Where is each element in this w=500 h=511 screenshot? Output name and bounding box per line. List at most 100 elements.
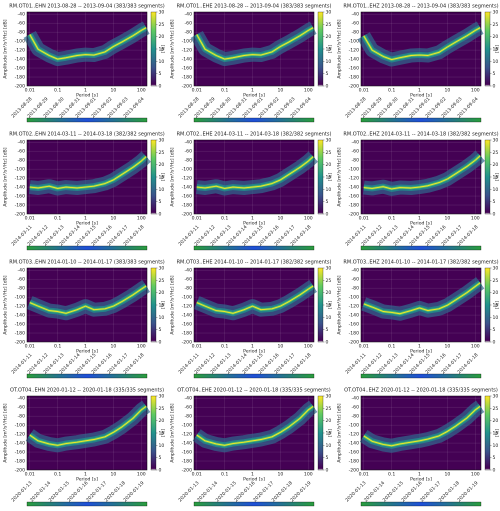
colorbar-tick-label: 20 [493, 418, 499, 424]
colorbar-tick-label: 30 [326, 266, 332, 272]
colorbar-tick-label: 10 [493, 187, 499, 193]
y-tick-label: -200 [349, 212, 360, 218]
y-tick-label: -80 [184, 30, 192, 36]
colorbar-tick-label: 0 [493, 212, 496, 218]
y-axis-label: Amplitude [m²/s⁴/Hz] [dB] [3, 147, 9, 206]
colorbar [484, 139, 491, 215]
y-tick-label: -160 [349, 194, 360, 200]
plot-frame [360, 11, 482, 87]
x-tick-label: 1 [84, 472, 87, 478]
x-tick-label: 100 [137, 344, 146, 350]
y-tick-label: -180 [349, 203, 360, 209]
coverage-bar [26, 501, 148, 507]
density-mode [363, 282, 481, 315]
y-tick-label: -80 [184, 158, 192, 164]
colorbar-tick-label: 0 [493, 84, 496, 90]
y-tick-label: -180 [15, 203, 26, 209]
colorbar-tick-label: 5 [159, 199, 162, 205]
colorbar-tick-label: 30 [326, 138, 332, 144]
x-tick-label: 0.1 [221, 216, 228, 222]
y-tick-label: -40 [184, 396, 192, 402]
x-tick-label: 1 [84, 216, 87, 222]
y-tick-label: -140 [349, 313, 360, 319]
colorbar-tick-label: 15 [493, 47, 499, 53]
y-tick-label: -180 [182, 203, 193, 209]
panel-title: RM.OT02..EHZ 2014-03-11 -- 2014-03-18 (3… [343, 132, 498, 138]
x-tick-label: 0.01 [25, 88, 35, 94]
density-mode [196, 285, 314, 314]
x-tick-label: 0.01 [192, 344, 202, 350]
y-tick-label: -180 [15, 331, 26, 337]
colorbar-tick-label: 25 [159, 406, 165, 412]
colorbar [317, 11, 324, 87]
x-tick-label: 100 [304, 344, 313, 350]
y-tick-label: -100 [349, 39, 360, 45]
y-tick-label: -140 [15, 441, 26, 447]
y-tick-label: -180 [349, 459, 360, 465]
x-axis-label: Period [s] [76, 221, 98, 227]
y-tick-label: -160 [349, 450, 360, 456]
x-tick-label: 0.01 [25, 216, 35, 222]
panel-title: RM.OT01..EHN 2013-08-28 -- 2013-09-04 (3… [9, 4, 164, 10]
y-tick-label: -200 [15, 84, 26, 90]
x-tick-label: 100 [304, 472, 313, 478]
colorbar-tick-label: 5 [493, 71, 496, 77]
y-tick-label: -160 [15, 450, 26, 456]
y-tick-label: -160 [15, 66, 26, 72]
colorbar-tick-label: 30 [159, 394, 165, 400]
colorbar-tick-label: 10 [159, 187, 165, 193]
plot-frame [193, 139, 315, 215]
panel-title: RM.OT01..EHZ 2013-08-28 -- 2013-09-04 (3… [343, 4, 498, 10]
x-axis-label: Period [s] [243, 221, 265, 227]
plot-frame [26, 11, 148, 87]
colorbar-tick-label: 25 [159, 278, 165, 284]
y-axis-label: Amplitude [m²/s⁴/Hz] [dB] [337, 275, 343, 334]
y-tick-label: -160 [182, 194, 193, 200]
x-tick-label: 10 [110, 88, 116, 94]
y-tick-label: -200 [182, 84, 193, 90]
colorbar-tick-label: 25 [159, 150, 165, 156]
plot-background [361, 396, 481, 470]
y-tick-label: -120 [182, 304, 193, 310]
x-tick-label: 0.01 [359, 88, 369, 94]
colorbar-tick-label: 30 [326, 394, 332, 400]
x-axis-label: Period [s] [243, 93, 265, 99]
plot-frame [360, 139, 482, 215]
density-mode [196, 156, 314, 189]
plot-frame [26, 139, 148, 215]
plot-background [27, 396, 147, 470]
x-tick-label: 0.01 [359, 216, 369, 222]
y-axis-label: Amplitude [m²/s⁴/Hz] [dB] [3, 403, 9, 462]
x-tick-label: 1 [84, 344, 87, 350]
colorbar-tick-label: 0 [159, 340, 162, 346]
y-axis-label: Amplitude [m²/s⁴/Hz] [dB] [170, 275, 176, 334]
colorbar-tick-label: 25 [326, 150, 332, 156]
colorbar-tick-label: 10 [493, 315, 499, 321]
colorbar-label: [%] [161, 45, 167, 53]
x-tick-label: 0.1 [54, 216, 61, 222]
colorbar-tick-label: 30 [326, 10, 332, 16]
x-axis-label: Period [s] [76, 349, 98, 355]
panel-title: RM.OT01..EHE 2013-08-28 -- 2013-09-04 (3… [177, 4, 332, 10]
y-tick-label: -180 [182, 331, 193, 337]
y-tick-label: -100 [182, 39, 193, 45]
colorbar-tick-label: 10 [159, 315, 165, 321]
y-tick-label: -60 [17, 405, 25, 411]
colorbar-tick-label: 20 [159, 162, 165, 168]
coverage-bar [360, 501, 482, 507]
y-tick-label: -160 [182, 450, 193, 456]
y-tick-label: -60 [351, 149, 359, 155]
x-tick-label: 1 [84, 88, 87, 94]
colorbar-tick-label: 5 [159, 71, 162, 77]
y-tick-label: -120 [182, 48, 193, 54]
colorbar-tick-label: 30 [493, 10, 499, 16]
x-tick-label: 100 [137, 88, 146, 94]
ppsd-panel: RM.OT03..EHE 2014-01-10 -- 2014-01-17 (3… [170, 260, 334, 379]
colorbar-tick-label: 10 [326, 443, 332, 449]
y-tick-label: -200 [349, 468, 360, 474]
x-axis-label: Period [s] [76, 93, 98, 99]
y-tick-label: -80 [351, 158, 359, 164]
y-tick-label: -60 [17, 21, 25, 27]
x-axis-label: Period [s] [76, 477, 98, 483]
colorbar-tick-label: 20 [326, 290, 332, 296]
